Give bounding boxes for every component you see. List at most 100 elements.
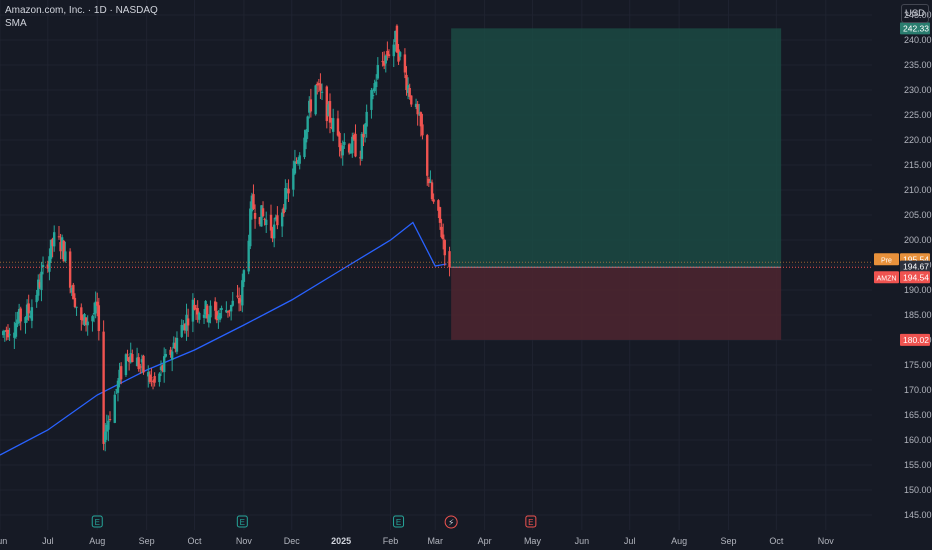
candle-body: [62, 240, 65, 262]
candle-body: [119, 366, 123, 380]
candle-body: [317, 83, 321, 85]
time-axis[interactable]: Jun Jul Aug Sep Oct Nov Dec 2025 Feb Mar Apr May Jun…: [0, 536, 834, 546]
candle-body: [16, 319, 19, 324]
candle-body: [298, 155, 301, 164]
candle-body: [1, 331, 5, 336]
candle-body: [325, 86, 329, 122]
candle-body: [135, 357, 139, 367]
y-tick-label: 190.00: [904, 285, 932, 295]
candle-body: [309, 99, 313, 112]
candle-body: [303, 137, 306, 158]
candle-body: [370, 90, 373, 110]
candle-body: [151, 380, 155, 382]
candle-body: [260, 205, 263, 227]
candle-body: [362, 133, 365, 138]
candle-body: [75, 306, 78, 308]
candle-body: [86, 321, 89, 326]
candle-body: [27, 303, 30, 314]
candle-body: [381, 61, 384, 63]
earnings-icon: [393, 515, 405, 528]
candle-body: [118, 369, 121, 383]
candle-body: [341, 145, 344, 156]
candle-body: [64, 251, 67, 261]
price-tag-text: 242.33: [903, 23, 929, 33]
indicator-label[interactable]: SMA: [5, 18, 27, 29]
candle-body: [113, 394, 116, 423]
candle-body: [170, 351, 174, 360]
candle-body: [308, 100, 311, 113]
price-tag-text: 195.54: [903, 254, 929, 264]
candle-body: [327, 104, 330, 116]
dividend-flash-icon: [444, 515, 458, 529]
candle-body: [354, 133, 357, 157]
candle-body: [330, 127, 333, 129]
candle-body: [328, 101, 332, 123]
event-markers[interactable]: E E E ⚡ E: [91, 515, 537, 529]
candle-body: [57, 236, 61, 238]
candle-body: [430, 182, 434, 200]
candle-body: [306, 116, 309, 133]
candle-body: [419, 112, 423, 127]
candle-body: [398, 52, 402, 57]
candle-body: [37, 279, 40, 296]
x-tick-label: Sep: [139, 536, 155, 546]
candle-body: [349, 150, 352, 154]
candle-body: [73, 297, 77, 308]
candle-body: [169, 349, 172, 355]
candle-body: [84, 317, 88, 325]
candle-body: [359, 157, 362, 159]
earnings-icon-label: E: [240, 518, 245, 527]
candle-body: [371, 95, 375, 97]
y-tick-label: 215.00: [904, 160, 932, 170]
currency-button[interactable]: USD: [901, 4, 929, 23]
candle-body: [30, 307, 34, 321]
y-tick-label: 150.00: [904, 485, 932, 495]
candle-body: [331, 118, 335, 132]
x-tick-label: Aug: [671, 536, 687, 546]
candle-body: [19, 308, 22, 322]
candle-body: [126, 354, 129, 356]
price-prefix-pre-market: [874, 253, 899, 266]
candlesticks[interactable]: [1, 24, 451, 452]
x-tick-label: Jun: [575, 536, 590, 546]
candle-body: [249, 208, 252, 247]
candle-body: [186, 318, 190, 326]
candle-body: [296, 159, 300, 164]
y-tick-label: 235.00: [904, 60, 932, 70]
candle-body: [191, 299, 195, 322]
candle-body: [397, 49, 400, 62]
candle-body: [363, 124, 367, 135]
y-tick-label: 160.00: [904, 435, 932, 445]
candle-body: [408, 88, 411, 97]
candle-body: [314, 85, 317, 115]
candle-body: [376, 65, 380, 79]
x-tick-label: Jul: [624, 536, 636, 546]
price-tag-sma-value: [900, 260, 930, 273]
candle-body: [271, 228, 274, 239]
candle-body: [247, 240, 250, 272]
position-zones[interactable]: [451, 28, 782, 340]
candle-body: [429, 181, 432, 183]
candle-body: [304, 130, 308, 143]
candle-body: [287, 188, 290, 194]
price-axis[interactable]: 145.00 150.00 155.00 160.00 165.00 170.00 175.…: [904, 10, 932, 520]
candle-body: [60, 237, 64, 250]
x-tick-label: Mar: [427, 536, 443, 546]
candle-body: [225, 309, 228, 313]
candle-body: [51, 238, 54, 246]
candle-body: [104, 431, 107, 443]
candle-body: [384, 55, 387, 64]
candle-body: [24, 317, 27, 324]
candle-body: [395, 25, 399, 53]
candle-body: [365, 111, 368, 127]
candle-body: [347, 144, 351, 153]
price-prefix-text: AMZN: [877, 275, 897, 282]
candle-body: [339, 145, 343, 152]
candle-body: [292, 168, 295, 190]
candle-body: [96, 301, 99, 306]
candle-body: [276, 215, 279, 226]
candle-body: [150, 377, 153, 379]
stop-zone: [451, 267, 782, 340]
